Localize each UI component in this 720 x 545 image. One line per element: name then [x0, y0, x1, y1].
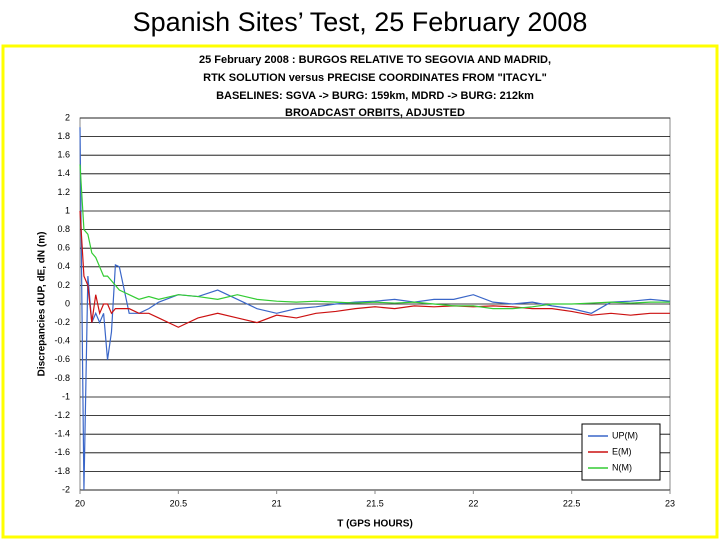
y-tick-label: -1.8	[54, 466, 70, 476]
y-tick-label: 0	[65, 298, 70, 308]
x-tick-label: 23	[665, 498, 675, 508]
y-tick-label: 0.2	[57, 280, 70, 290]
y-tick-label: 1.8	[57, 131, 70, 141]
x-tick-label: 21	[272, 498, 282, 508]
y-tick-label: -1.6	[54, 447, 70, 457]
y-tick-label: 1	[65, 205, 70, 215]
y-tick-label: -0.2	[54, 317, 70, 327]
y-tick-label: -1	[62, 391, 70, 401]
y-tick-label: -2	[62, 484, 70, 494]
chart-title-line: BASELINES: SGVA -> BURG: 159km, MDRD -> …	[216, 90, 534, 102]
chart-title-line: 25 February 2008 : BURGOS RELATIVE TO SE…	[199, 54, 551, 66]
legend-label: E(M)	[612, 446, 632, 456]
y-tick-label: -0.8	[54, 373, 70, 383]
x-tick-label: 22	[468, 498, 478, 508]
slide-title: Spanish Sites’ Test, 25 February 2008	[133, 7, 588, 37]
y-tick-label: 1.2	[57, 187, 70, 197]
x-tick-label: 20.5	[170, 498, 188, 508]
legend-label: UP(M)	[612, 430, 638, 440]
y-axis-label: Discrepancies dUP, dE, dN (m)	[37, 232, 48, 377]
y-tick-label: -0.4	[54, 336, 70, 346]
y-tick-label: 0.6	[57, 243, 70, 253]
y-tick-label: -1.4	[54, 429, 70, 439]
x-axis-label: T (GPS HOURS)	[337, 519, 413, 530]
y-tick-label: 2	[65, 112, 70, 122]
chart-title-line: BROADCAST ORBITS, ADJUSTED	[285, 107, 465, 119]
y-tick-label: -0.6	[54, 354, 70, 364]
data-line	[79, 127, 671, 491]
data-line	[79, 210, 670, 328]
y-tick-label: 0.4	[57, 261, 70, 271]
y-tick-label: 1.4	[57, 168, 70, 178]
chart-title-line: RTK SOLUTION versus PRECISE COORDINATES …	[203, 72, 547, 84]
x-tick-label: 22.5	[563, 498, 581, 508]
y-tick-label: 0.8	[57, 224, 70, 234]
x-tick-label: 21.5	[366, 498, 384, 508]
data-line	[79, 164, 670, 310]
y-tick-label: -1.2	[54, 410, 70, 420]
y-tick-label: 1.6	[57, 150, 70, 160]
legend-label: N(M)	[612, 462, 632, 472]
x-tick-label: 20	[75, 498, 85, 508]
